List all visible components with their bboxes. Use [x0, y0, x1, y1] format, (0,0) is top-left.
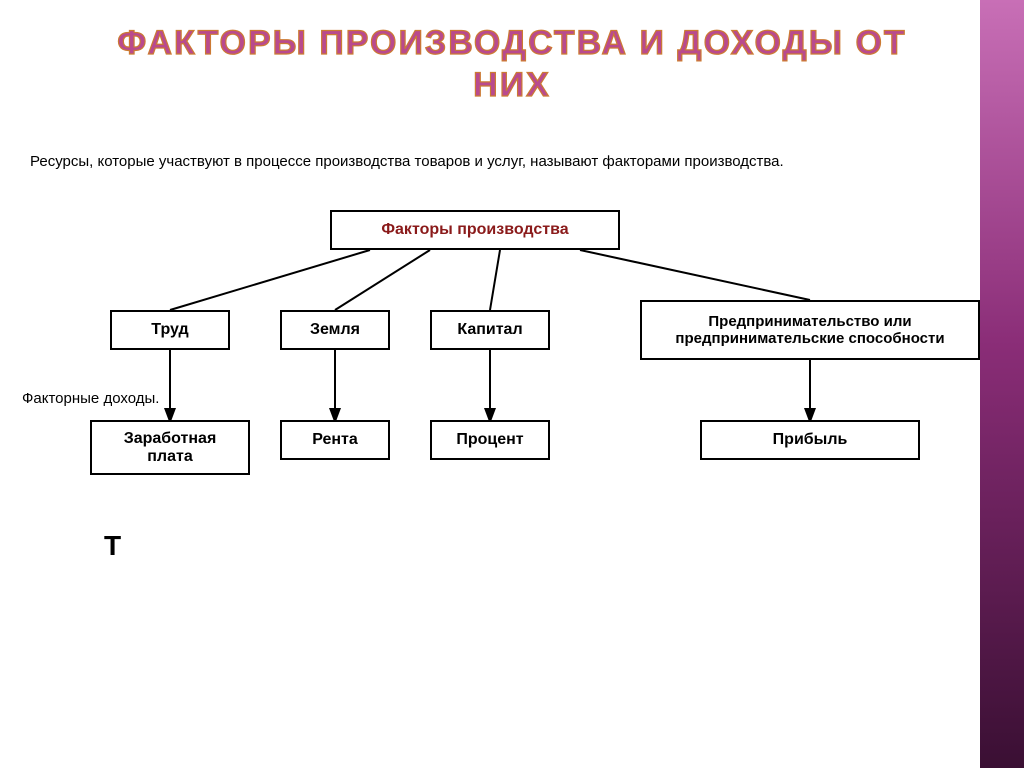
title-line-2: НИХ	[473, 66, 551, 104]
node-profit: Прибыль	[700, 420, 920, 460]
subtitle-text: Ресурсы, которые участвуют в процессе пр…	[0, 123, 1024, 170]
node-root: Факторы производства	[330, 210, 620, 250]
stray-character: Т	[104, 530, 121, 562]
incomes-label: Факторные доходы.	[22, 390, 159, 407]
node-land: Земля	[280, 310, 390, 350]
node-labor: Труд	[110, 310, 230, 350]
page-title: ФАКТОРЫ ПРОИЗВОДСТВА И ДОХОДЫ ОТ НИХ	[0, 0, 1024, 123]
node-capital: Капитал	[430, 310, 550, 350]
title-line-1: ФАКТОРЫ ПРОИЗВОДСТВА И ДОХОДЫ ОТ	[117, 24, 906, 62]
node-wage: Заработная плата	[90, 420, 250, 475]
node-percent: Процент	[430, 420, 550, 460]
node-rent: Рента	[280, 420, 390, 460]
flowchart-diagram: Факторы производства Труд Земля Капитал Пред…	[0, 170, 1024, 670]
node-entrep: Предпринимательство или предпринимательс…	[640, 300, 980, 360]
